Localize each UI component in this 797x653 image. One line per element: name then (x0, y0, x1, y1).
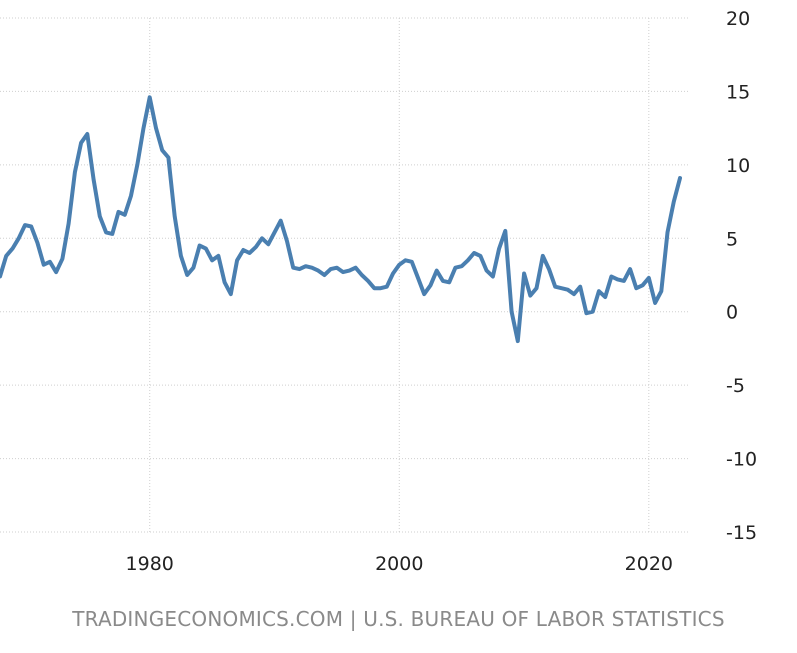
y-axis: 20 15 10 5 0 -5 -10 -15 (726, 8, 757, 544)
x-tick-label: 2000 (375, 553, 423, 575)
y-tick-label: 15 (726, 81, 750, 103)
y-tick-label: -10 (726, 449, 757, 471)
grid-lines (0, 17, 690, 533)
series-line (0, 95, 682, 344)
y-tick-label: 0 (726, 302, 738, 324)
y-tick-label: 20 (726, 8, 750, 30)
source-attribution: TRADINGECONOMICS.COM | U.S. BUREAU OF LA… (72, 607, 725, 631)
y-tick-label: -15 (726, 522, 757, 544)
y-tick-label: 10 (726, 155, 750, 177)
line-chart: 20 15 10 5 0 -5 -10 -15 1980 2000 2020 (0, 8, 757, 575)
x-axis: 1980 2000 2020 (126, 553, 673, 575)
x-tick-label: 1980 (126, 553, 174, 575)
series-group (0, 95, 682, 344)
y-tick-label: 5 (726, 228, 738, 250)
x-tick-label: 2020 (625, 553, 673, 575)
y-tick-label: -5 (726, 375, 745, 397)
